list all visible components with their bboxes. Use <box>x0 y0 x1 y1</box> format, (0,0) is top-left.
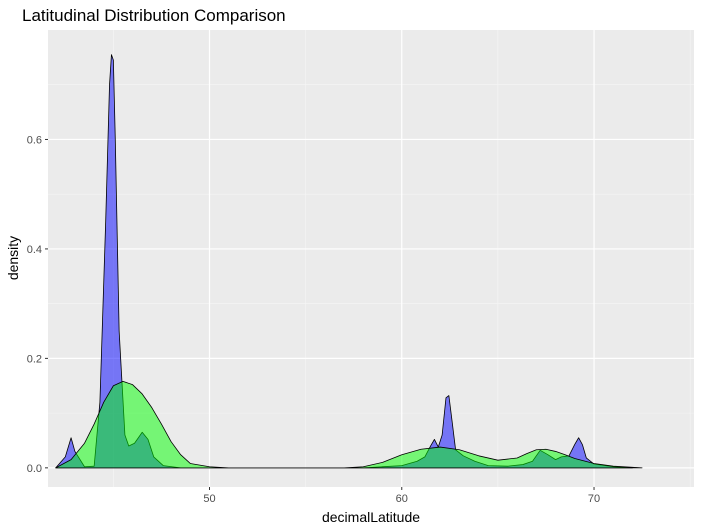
chart-title: Latitudinal Distribution Comparison <box>22 6 286 25</box>
plot-panel <box>48 30 694 487</box>
y-axis-title: density <box>5 236 21 280</box>
y-tick-label: 0.0 <box>27 463 42 475</box>
y-tick-label: 0.4 <box>27 244 42 256</box>
y-tick-label: 0.6 <box>27 134 42 146</box>
y-tick-label: 0.2 <box>27 353 42 365</box>
x-axis-ticks: 50 60 70 <box>203 487 600 505</box>
x-tick-label: 60 <box>396 493 408 505</box>
minor-gridlines <box>48 30 694 487</box>
density-areas <box>55 54 643 469</box>
x-tick-label: 70 <box>588 493 600 505</box>
density-area-2 <box>55 380 643 469</box>
x-tick-label: 50 <box>203 493 215 505</box>
x-axis-title: decimalLatitude <box>322 509 420 525</box>
y-axis-ticks: 0.0 0.2 0.4 0.6 <box>27 134 48 475</box>
